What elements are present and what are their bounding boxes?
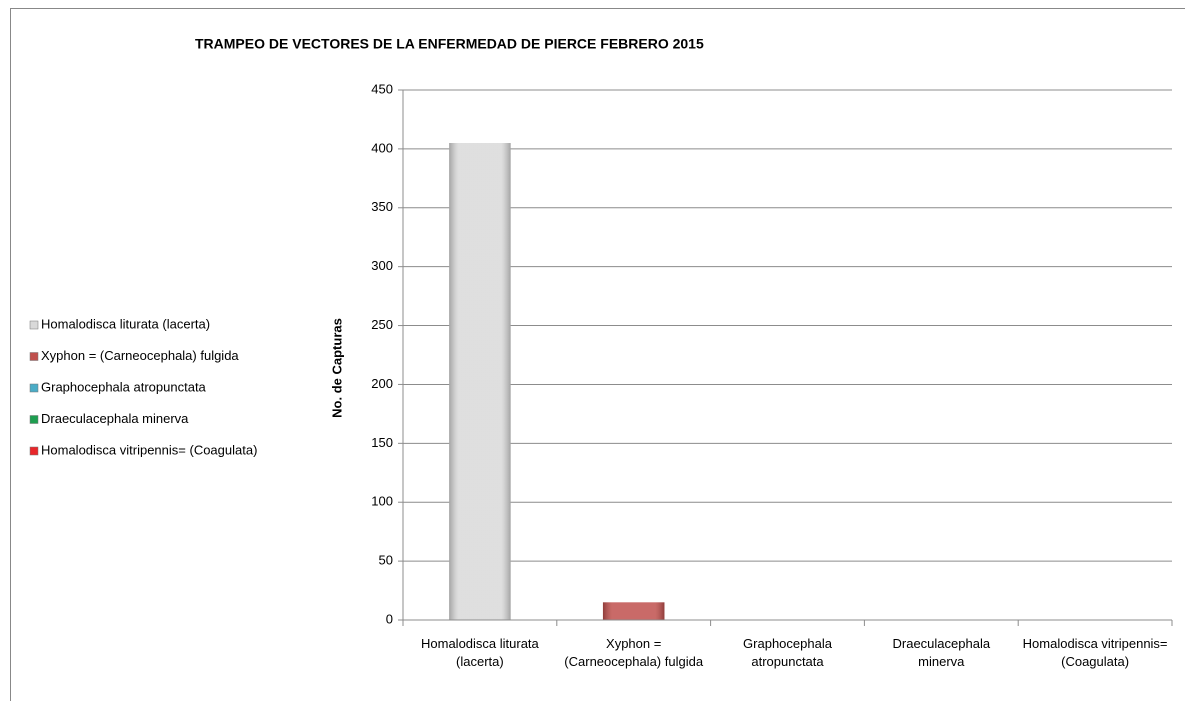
y-tick-label: 100 <box>371 494 393 509</box>
y-tick-label: 300 <box>371 258 393 273</box>
legend-label: Homalodisca liturata (lacerta) <box>41 316 210 331</box>
chart-title: TRAMPEO DE VECTORES DE LA ENFERMEDAD DE … <box>195 36 704 52</box>
y-tick-label: 50 <box>379 553 393 568</box>
chart-frame <box>10 8 1185 701</box>
legend-swatch <box>29 415 39 424</box>
x-tick-label: Graphocephala atropunctata <box>743 636 832 669</box>
legend-swatch <box>29 320 39 330</box>
x-tick-label: Draeculacephala minerva <box>892 636 991 669</box>
y-axis-title: No. de Capturas <box>329 318 344 418</box>
legend-label: Graphocephala atropunctata <box>41 379 207 394</box>
y-tick-label: 250 <box>371 317 393 332</box>
x-tick-label: Homalodisca liturata (lacerta) <box>421 636 539 669</box>
legend-swatch <box>29 352 39 361</box>
y-tick-label: 150 <box>371 435 393 450</box>
legend-swatch <box>29 446 39 456</box>
legend-label: Draeculacephala minerva <box>41 411 189 426</box>
legend-swatch <box>29 383 39 393</box>
x-tick-label: Xyphon = (Carneocephala) fulgida <box>564 636 704 669</box>
y-tick-label: 350 <box>371 199 393 214</box>
legend-label: Xyphon = (Carneocephala) fulgida <box>41 348 239 363</box>
y-tick-label: 0 <box>386 611 393 626</box>
legend-label: Homalodisca vitripennis= (Coagulata) <box>41 442 257 457</box>
bar-shade <box>449 143 511 620</box>
y-tick-label: 200 <box>371 376 393 391</box>
y-tick-label: 400 <box>371 140 393 155</box>
x-tick-label: Homalodisca vitripennis= (Coagulata) <box>1022 636 1168 669</box>
y-tick-label: 450 <box>371 81 393 96</box>
bar-shade <box>602 602 665 620</box>
